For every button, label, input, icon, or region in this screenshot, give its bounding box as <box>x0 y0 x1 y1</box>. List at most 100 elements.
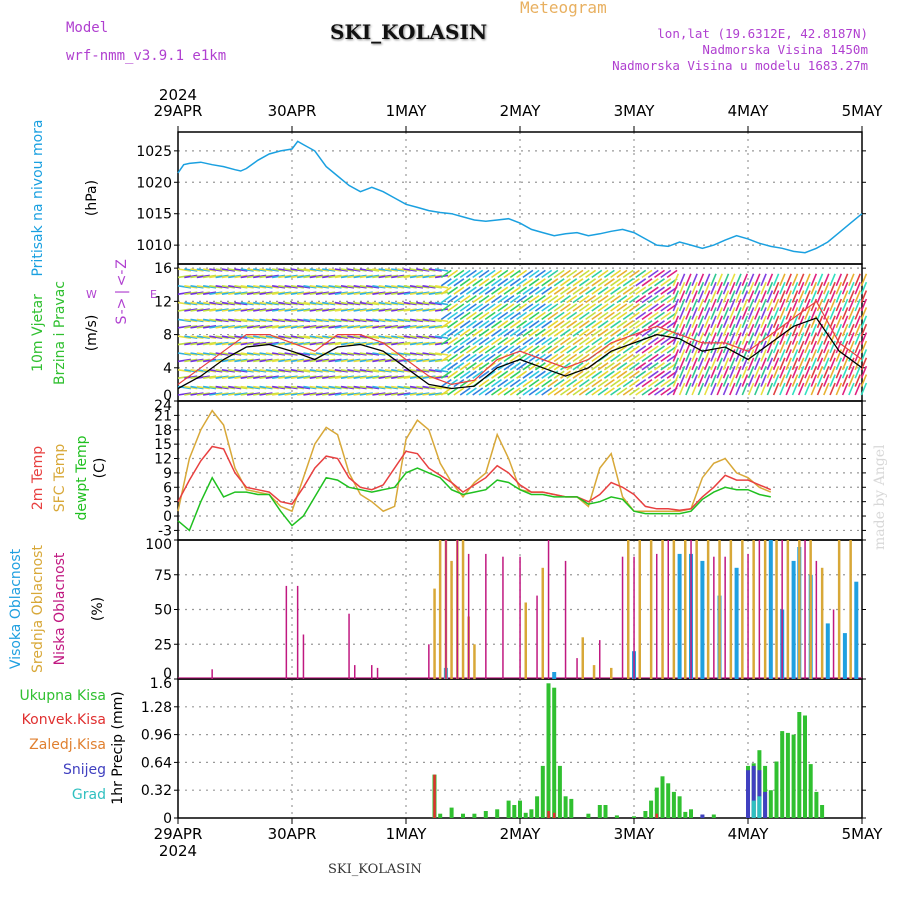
wind-barb <box>378 268 392 272</box>
wind-barb <box>816 349 824 362</box>
wind-barb <box>591 278 603 287</box>
wind-barb <box>372 274 386 279</box>
wind-barb <box>190 268 204 272</box>
wind-barb <box>296 335 311 339</box>
wind-barb <box>215 341 229 346</box>
wind-legend-w: W <box>86 288 97 301</box>
wind-barb <box>760 382 767 396</box>
cloud-high-bar <box>842 633 847 679</box>
wind-barb <box>503 278 515 287</box>
cloud-high-bar <box>677 553 682 679</box>
wind-barb <box>246 285 261 289</box>
wind-barb <box>309 285 323 289</box>
wind-barb <box>359 318 373 323</box>
wind-barb <box>835 365 843 379</box>
wind-barb <box>616 387 628 396</box>
wind-barb <box>472 387 484 396</box>
wind-barb <box>560 362 571 371</box>
wind-barb <box>303 385 317 390</box>
wind-barb <box>703 382 711 396</box>
precip-total-bar <box>689 809 693 818</box>
wind-barb <box>547 387 559 396</box>
wind-barb <box>240 352 254 356</box>
wind-barb <box>810 332 818 345</box>
wind-barb <box>797 315 805 329</box>
wind-barb <box>779 290 786 303</box>
wind-barb <box>541 345 553 354</box>
wind-barb <box>184 341 198 346</box>
wind-barb <box>628 286 640 295</box>
temp-ylabel-2m: 2m Temp <box>30 446 46 510</box>
precip-total-bar <box>461 813 465 818</box>
wind-barb <box>534 378 546 388</box>
wind-barb <box>735 273 742 287</box>
precip-total-bar <box>660 776 665 818</box>
wind-barb <box>253 285 267 289</box>
wind-barb <box>747 382 755 396</box>
wind-barb <box>747 357 755 371</box>
wind-barb <box>603 336 615 346</box>
wind-barb <box>528 353 540 363</box>
wind-barb <box>434 285 449 289</box>
wind-barb <box>691 382 698 396</box>
y-tick-label: -3 <box>158 523 172 539</box>
wind-barb <box>578 294 590 304</box>
wind-barb <box>209 358 223 363</box>
wind-barb <box>678 323 686 337</box>
wind-barb <box>284 301 298 306</box>
wind-barb <box>347 392 361 396</box>
wind-barb <box>553 320 565 329</box>
wind-barb <box>716 357 723 371</box>
wind-barb <box>729 382 736 396</box>
wind-barb <box>841 315 849 329</box>
wind-barb <box>491 387 502 396</box>
wind-barb <box>547 353 559 363</box>
cloud-mid-bar <box>627 540 630 679</box>
wind-barb <box>259 291 273 295</box>
wind-barb <box>177 392 192 396</box>
wind-barb <box>271 392 286 396</box>
wind-barb <box>585 320 597 329</box>
wind-barb <box>528 362 540 371</box>
wind-barb <box>209 375 223 379</box>
wind-barb <box>228 308 242 312</box>
wind-barb <box>334 358 348 363</box>
wind-barb <box>290 392 305 396</box>
wind-barb <box>384 301 399 306</box>
wind-barb <box>484 328 496 337</box>
wind-barb <box>246 341 261 346</box>
wind-barb <box>372 358 386 363</box>
wind-barb <box>196 341 210 346</box>
wind-barb <box>209 325 223 329</box>
wind-barb <box>278 385 292 390</box>
wind-barb <box>271 274 286 279</box>
wind-barb <box>378 385 392 390</box>
wind-barb <box>303 318 317 323</box>
wind-barb <box>766 281 774 295</box>
wind-barb <box>497 345 509 354</box>
wind-barb <box>835 281 843 295</box>
y-tick-label: 12 <box>154 452 172 468</box>
wind-barb <box>710 281 717 295</box>
wind-barb <box>196 392 210 396</box>
wind-barb <box>660 387 672 396</box>
wind-barb <box>353 301 367 306</box>
wind-barb <box>465 370 477 379</box>
wind-barb <box>678 273 686 287</box>
wind-barb <box>234 285 248 289</box>
wind-barb <box>716 365 723 379</box>
wind-barb <box>791 298 799 312</box>
cloud-mid-bar <box>695 540 698 679</box>
wind-barb <box>716 323 723 337</box>
wind-barb <box>810 307 818 320</box>
wind-barb <box>177 291 192 295</box>
wind-barb <box>747 290 755 303</box>
wind-barb <box>641 362 653 371</box>
wind-barb <box>491 294 502 304</box>
wind-barb <box>534 311 546 321</box>
wind-barb <box>835 298 843 312</box>
wind-barb <box>416 318 430 323</box>
wind-barb <box>760 365 767 379</box>
wind-barb <box>196 385 210 390</box>
wind-barb <box>416 341 430 346</box>
